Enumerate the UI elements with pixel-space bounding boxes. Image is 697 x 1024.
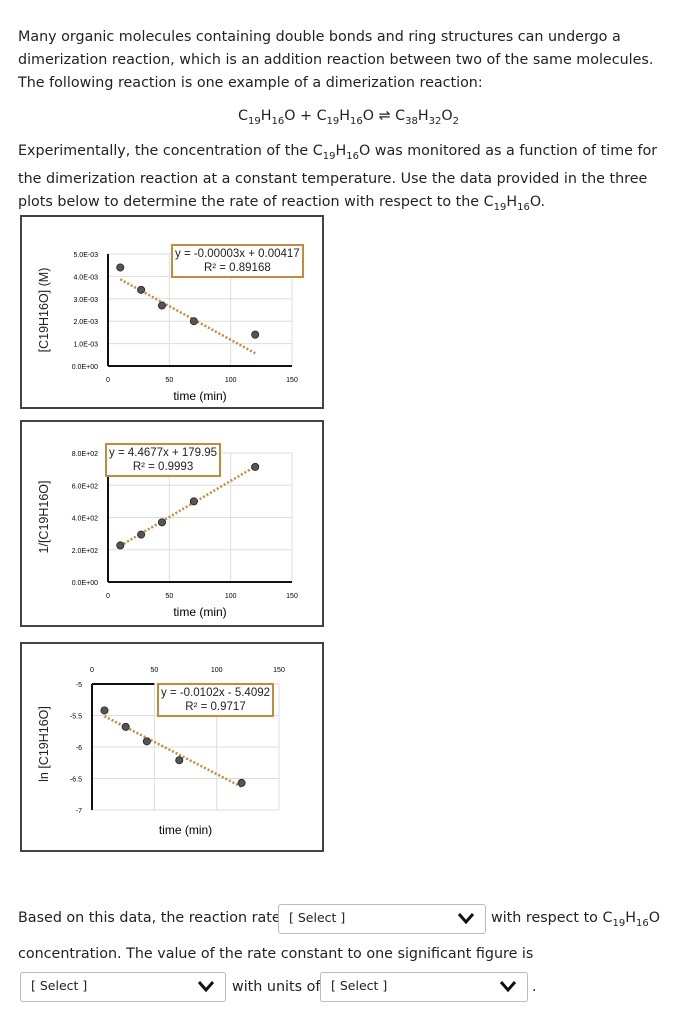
question-line2: concentration. The value of the rate con… — [18, 946, 534, 962]
x-tick-label: 100 — [211, 667, 223, 674]
x-tick-label: 100 — [225, 377, 237, 384]
data-point — [142, 737, 151, 746]
y-tick-label: 4.0E+02 — [72, 516, 98, 523]
trendline-equation-box: y = -0.0102x - 5.4092 R² = 0.9717 — [157, 683, 275, 717]
chart-svg: 0.0E+00 2.0E+02 4.0E+02 6.0E+02 8.0E+02 0 50 10… — [72, 451, 298, 619]
inverse-concentration-vs-time-chart: 0.0E+00 2.0E+02 4.0E+02 6.0E+02 8.0E+02 0 50 10… — [20, 420, 324, 627]
r-squared: R² = 0.89168 — [203, 262, 271, 274]
x-tick-label: 150 — [286, 377, 298, 384]
rate-constant-select[interactable]: [ Select ] — [20, 972, 226, 1002]
x-tick-label: 0 — [106, 377, 110, 384]
trendline-equation-box: y = -0.00003x + 0.00417 R² = 0.89168 — [171, 244, 304, 278]
data-point — [116, 541, 125, 550]
x-tick-label: 0 — [106, 593, 110, 600]
trendline-equation-box: y = 4.4677x + 179.95 R² = 0.9993 — [105, 443, 222, 477]
data-point — [157, 518, 166, 527]
x-tick-label: 150 — [286, 593, 298, 600]
data-point — [189, 497, 198, 506]
period: . — [532, 979, 537, 995]
x-tick-label: 0 — [90, 667, 94, 674]
y-tick-label: -5.5 — [70, 714, 82, 721]
y-tick-label: 0.0E+00 — [72, 580, 98, 587]
data-point — [237, 778, 246, 787]
units-label: with units of — [232, 979, 321, 995]
intro-text: Many organic molecules containing double… — [18, 29, 654, 91]
data-point — [251, 462, 260, 471]
y-tick-label: 1.0E-03 — [73, 342, 98, 349]
x-axis-label: time (min) — [173, 605, 226, 619]
data-point — [116, 263, 125, 272]
y-tick-label: -6 — [76, 745, 82, 752]
units-select[interactable]: [ Select ] — [320, 972, 528, 1002]
x-tick-label: 150 — [273, 667, 285, 674]
x-tick-label: 50 — [165, 377, 173, 384]
data-point — [157, 301, 166, 310]
chevron-down-icon — [499, 979, 517, 996]
equilibrium-arrow: ⇌ — [378, 108, 391, 124]
chevron-down-icon — [197, 979, 215, 996]
data-point — [137, 530, 146, 539]
reactant-1: C19H16O — [238, 108, 296, 127]
y-tick-label: 3.0E-03 — [73, 297, 98, 304]
x-tick-label: 50 — [165, 593, 173, 600]
y-tick-label: 5.0E-03 — [73, 252, 98, 259]
trendline-equation: y = 4.4677x + 179.95 — [109, 447, 218, 459]
experiment-text: Experimentally, the concentration of the… — [18, 143, 658, 213]
question-line1: Based on this data, the reaction rate is — [18, 910, 297, 926]
y-axis-label: 1/[C19H16O] — [37, 480, 51, 554]
data-point — [121, 722, 130, 731]
x-tick-label: 100 — [225, 593, 237, 600]
y-tick-label: 4.0E-03 — [73, 274, 98, 281]
y-tick-label: -6.5 — [70, 777, 82, 784]
data-point — [189, 317, 198, 326]
y-tick-label: 8.0E+02 — [72, 451, 98, 458]
trendline-equation: y = -0.00003x + 0.00417 — [175, 248, 300, 260]
reaction-equation: C19H16O + C19H16O ⇌ C38H32O2 — [0, 108, 697, 127]
y-axis-label: [C19H16O] (M) — [37, 267, 51, 353]
r-squared: R² = 0.9717 — [185, 701, 246, 713]
y-tick-label: 2.0E-03 — [73, 319, 98, 326]
x-tick-label: 50 — [150, 667, 158, 674]
concentration-vs-time-chart: 0.0E+00 1.0E-03 2.0E-03 3.0E-03 4.0E-03 5.0E-… — [20, 215, 324, 409]
trendline-equation: y = -0.0102x - 5.4092 — [161, 687, 271, 699]
chevron-down-icon — [457, 911, 475, 928]
plus-sign: + — [300, 108, 313, 124]
ln-concentration-vs-time-chart: -7 -6.5 -6 -5.5 -5 0 50 100 150 time (min) ln [C1… — [20, 642, 324, 852]
y-tick-label: 0.0E+00 — [72, 364, 98, 371]
y-axis-label: ln [C19H16O] — [37, 706, 51, 782]
data-point — [137, 285, 146, 294]
x-axis-label: time (min) — [159, 823, 212, 837]
reactant-2: C19H16O — [316, 108, 375, 127]
data-point — [175, 756, 184, 765]
reaction-order-select[interactable]: [ Select ] — [278, 904, 486, 934]
r-squared: R² = 0.9993 — [132, 461, 194, 473]
data-point — [251, 330, 260, 339]
chart-svg: -7 -6.5 -6 -5.5 -5 0 50 100 150 time (min) — [70, 667, 285, 837]
data-point — [100, 706, 109, 715]
y-tick-label: 6.0E+02 — [72, 483, 98, 490]
y-tick-label: -5 — [76, 682, 82, 689]
question-line1-end: with respect to C19H16O — [491, 910, 660, 929]
y-tick-label: -7 — [76, 808, 82, 815]
y-tick-label: 2.0E+02 — [72, 548, 98, 555]
x-axis-label: time (min) — [173, 389, 226, 403]
product: C38H32O2 — [395, 108, 459, 127]
